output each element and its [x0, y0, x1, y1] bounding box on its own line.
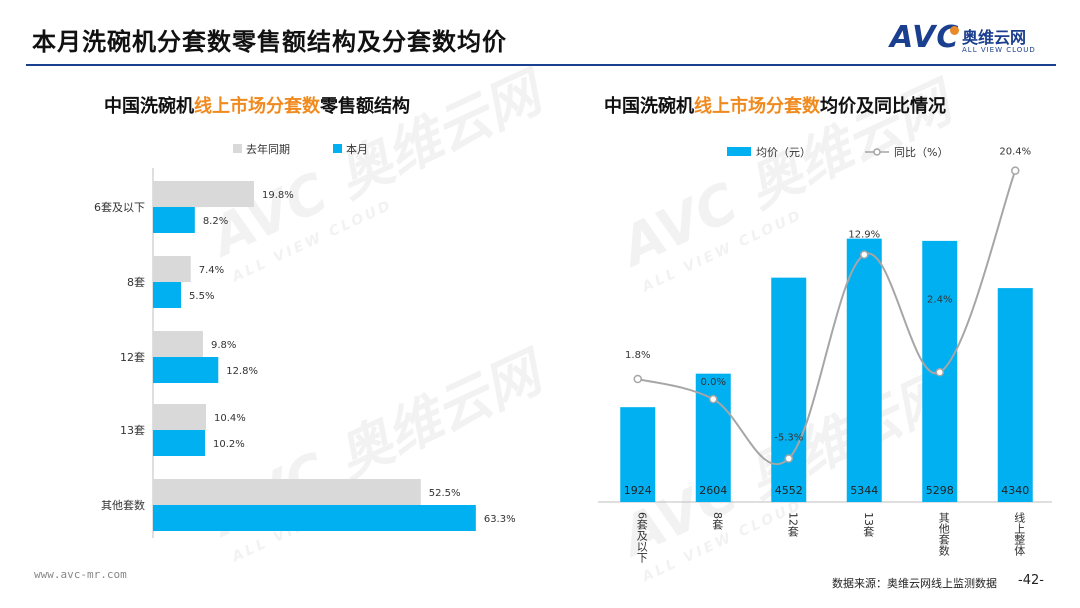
- data-label: 4340: [1001, 484, 1029, 497]
- logo-en: ALL VIEW CLOUD: [962, 46, 1036, 54]
- right-chart-title: 中国洗碗机线上市场分套数均价及同比情况: [604, 96, 946, 117]
- data-label: 4552: [775, 484, 803, 497]
- bar: [153, 430, 206, 456]
- data-label: 10.4%: [214, 413, 246, 424]
- line-point: [935, 368, 944, 377]
- bar: [153, 357, 219, 383]
- data-label: 5298: [926, 484, 954, 497]
- data-label: 2604: [699, 484, 727, 497]
- bar: [153, 331, 203, 357]
- legend-marker: [873, 148, 881, 156]
- logo-cn: 奥维云网: [962, 28, 1027, 47]
- category-label: 8套: [127, 276, 145, 289]
- category-label: 6套及以下: [94, 201, 145, 214]
- line-point: [860, 250, 869, 259]
- data-label: 12.9%: [848, 230, 880, 241]
- category-label: 其他套数: [937, 512, 950, 557]
- legend-label: 同比（%）: [894, 146, 948, 159]
- line-point: [784, 454, 793, 463]
- bar: [153, 479, 421, 505]
- bar: [153, 181, 254, 207]
- legend-label: 均价（元）: [756, 146, 811, 159]
- line-point: [709, 394, 718, 404]
- data-label: 1924: [624, 484, 652, 497]
- data-label: 5344: [850, 484, 878, 497]
- legend-swatch: [233, 144, 242, 153]
- data-label: 2.4%: [927, 294, 952, 305]
- bar: [771, 277, 807, 502]
- category-label: 13套: [862, 512, 875, 537]
- category-label: 8套: [711, 512, 724, 530]
- page-number: -42-: [1018, 573, 1044, 588]
- logo-mark: AVC: [890, 20, 960, 55]
- data-label: 12.8%: [226, 366, 258, 377]
- bar: [153, 282, 182, 308]
- data-label: 8.2%: [203, 216, 228, 227]
- footer-url: www.avc-mr.com: [34, 568, 127, 581]
- data-label: 19.8%: [262, 190, 294, 201]
- bar: [153, 256, 191, 282]
- legend-swatch: [333, 144, 342, 153]
- left-chart-title: 中国洗碗机线上市场分套数零售额结构: [104, 96, 410, 117]
- category-label: 线上整体: [1013, 511, 1026, 556]
- data-label: 0.0%: [701, 377, 726, 388]
- footer-source: 数据来源：奥维云网线上监测数据: [832, 577, 997, 590]
- page-title: 本月洗碗机分套数零售额结构及分套数均价: [32, 28, 507, 56]
- category-label: 12套: [120, 351, 145, 364]
- data-label: 63.3%: [484, 514, 516, 525]
- bar: [997, 288, 1033, 502]
- bar: [620, 407, 656, 502]
- line-point: [633, 374, 642, 384]
- category-label: 12套: [786, 512, 799, 537]
- bar: [153, 207, 195, 233]
- bar: [153, 404, 207, 430]
- line-point: [1011, 166, 1020, 175]
- category-label: 13套: [120, 424, 145, 437]
- series-line: [637, 170, 1017, 466]
- category-label: 其他套数: [101, 499, 145, 512]
- logo-dot-icon: [950, 26, 959, 35]
- data-label: -5.3%: [774, 433, 803, 444]
- data-label: 20.4%: [999, 147, 1031, 158]
- bar: [846, 238, 882, 503]
- bar: [153, 505, 476, 531]
- data-label: 7.4%: [199, 265, 224, 276]
- data-label: 5.5%: [189, 291, 214, 302]
- header-divider: [26, 64, 1056, 66]
- legend-label: 本月: [346, 142, 368, 156]
- category-label: 6套及以下: [635, 512, 648, 564]
- legend-label: 去年同期: [246, 142, 290, 156]
- data-label: 9.8%: [211, 340, 236, 351]
- avc-logo: AVC 奥维云网 ALL VIEW CLOUD: [890, 20, 1060, 60]
- data-label: 52.5%: [429, 488, 461, 499]
- data-label: 10.2%: [213, 439, 245, 450]
- data-label: 1.8%: [625, 350, 650, 361]
- legend-swatch: [727, 147, 751, 156]
